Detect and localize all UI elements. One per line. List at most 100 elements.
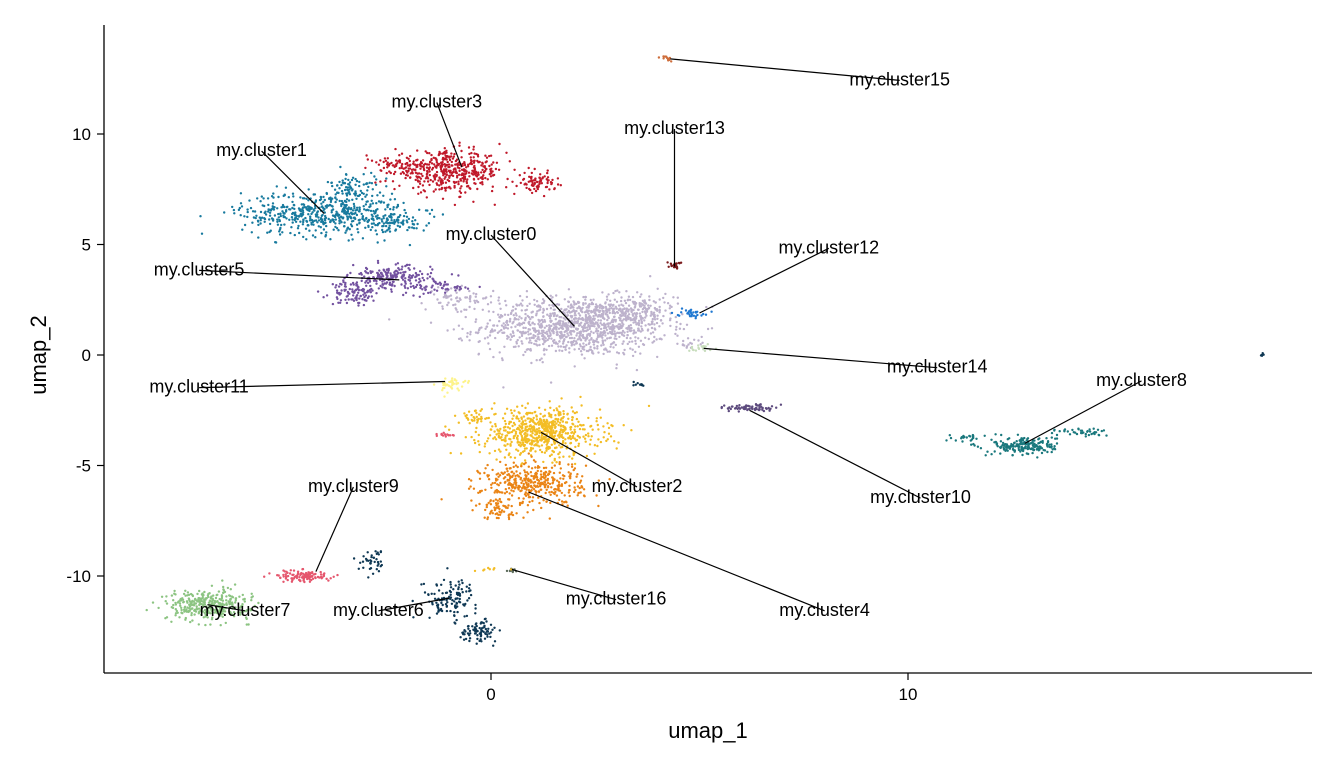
my-cluster0-point — [569, 296, 572, 299]
my-cluster0-point — [535, 305, 539, 308]
my-cluster8-point — [1058, 430, 1061, 433]
my-cluster0-point — [488, 347, 492, 351]
my-cluster1-point — [372, 222, 375, 225]
my-cluster3-point — [430, 153, 433, 157]
my-cluster1-point — [366, 189, 369, 192]
my-cluster5-point — [406, 287, 410, 290]
my-cluster0-point — [544, 337, 547, 340]
my-cluster0-point — [606, 337, 609, 340]
my-cluster4-point — [574, 488, 577, 492]
my-cluster8-point — [1011, 454, 1014, 457]
my-cluster0-point — [587, 324, 591, 328]
my-cluster3-point — [399, 172, 403, 175]
my-cluster1-point — [385, 177, 388, 180]
my-cluster1-point — [330, 211, 333, 214]
my-cluster3-point — [428, 152, 431, 155]
my-cluster0-point — [537, 329, 540, 332]
my-cluster3-point — [382, 166, 386, 170]
my-cluster5-point — [444, 288, 447, 291]
my-cluster0-point — [595, 305, 599, 308]
my-cluster0-point — [588, 348, 591, 351]
my-cluster2-point — [495, 458, 498, 461]
my-cluster1-point — [334, 193, 337, 196]
my-cluster1-point — [287, 196, 290, 199]
my-cluster2-point — [483, 445, 486, 448]
my-cluster1-point — [412, 227, 416, 230]
my-cluster2-point — [551, 461, 554, 464]
my-cluster2-point — [617, 441, 620, 444]
my-cluster5-point — [349, 283, 353, 286]
my-cluster6-point — [366, 551, 369, 554]
my-cluster0-point — [528, 341, 531, 344]
my-cluster0-point — [630, 326, 633, 330]
my-cluster0-point — [706, 327, 710, 331]
my-cluster0-point — [585, 306, 588, 309]
my-cluster6-point — [448, 589, 452, 593]
my-cluster5-point — [398, 268, 401, 271]
my-cluster4-point — [576, 494, 579, 497]
my-cluster3-point — [408, 159, 411, 163]
my-cluster8-point — [1003, 447, 1006, 450]
my-cluster2-point — [578, 427, 582, 431]
my-cluster6-point — [467, 597, 471, 600]
my-cluster1-point — [302, 220, 305, 224]
my-cluster3-point — [472, 161, 476, 164]
my-cluster8-point — [1105, 434, 1108, 437]
my-cluster0-point — [562, 345, 565, 349]
my-cluster1-point — [342, 225, 346, 228]
my-cluster0-point — [454, 303, 457, 306]
my-cluster1-point — [371, 226, 374, 229]
my-cluster3-point — [472, 156, 475, 159]
my-cluster3-point — [551, 178, 554, 182]
my-cluster6-point — [379, 560, 382, 563]
my-cluster0-point — [658, 311, 661, 314]
my-cluster0-point — [582, 329, 586, 333]
my-cluster4-point — [490, 509, 493, 512]
my-cluster5-point — [370, 295, 373, 298]
my-cluster4-point — [522, 516, 525, 519]
my-cluster2-point — [523, 437, 526, 440]
my-cluster1-point — [340, 221, 343, 224]
my-cluster0-point — [483, 337, 487, 340]
my-cluster0-point — [602, 311, 605, 314]
my-cluster2-point — [613, 440, 616, 443]
my-cluster2-point — [562, 455, 565, 458]
my-cluster0-point — [477, 340, 480, 344]
my-cluster0-point — [690, 342, 693, 345]
my-cluster1-point — [277, 195, 280, 199]
my-cluster0-point — [542, 342, 545, 346]
my-cluster1-point — [323, 217, 327, 220]
my-cluster1-point — [393, 213, 396, 216]
my-cluster7-point — [209, 623, 212, 626]
my-cluster3-point — [458, 190, 461, 193]
my-cluster4-point — [504, 488, 507, 491]
my-cluster0-point — [507, 313, 510, 317]
my-cluster1-point — [411, 220, 414, 223]
my-cluster4-point — [486, 516, 490, 519]
my-cluster3-point — [457, 180, 460, 183]
my-cluster2-point — [599, 440, 603, 444]
my-cluster0-point — [595, 338, 598, 341]
my-cluster3-point — [478, 160, 481, 164]
my-cluster1-point — [356, 227, 359, 231]
my-cluster6-point — [458, 597, 461, 601]
my-cluster0-point — [498, 351, 501, 354]
my-cluster4-point — [568, 484, 571, 487]
my-cluster0-point — [602, 352, 605, 356]
my-cluster0-point — [628, 340, 631, 344]
my-cluster1-point — [326, 180, 330, 184]
my-cluster3-point — [553, 187, 556, 191]
my-cluster0-point — [510, 309, 514, 312]
my-cluster4-point — [566, 504, 569, 507]
my-cluster3-point — [380, 169, 383, 172]
my-cluster1-point — [259, 200, 262, 203]
my-cluster9-point — [308, 580, 312, 583]
my-cluster0-point — [548, 329, 551, 332]
my-cluster0-point — [589, 316, 592, 319]
my-cluster8-point — [1016, 433, 1020, 436]
my-cluster1-point — [292, 203, 295, 207]
my-cluster0-point — [584, 313, 588, 317]
my-cluster5-point — [343, 289, 346, 292]
my-cluster0-point — [621, 308, 625, 311]
my-cluster2-point — [501, 433, 504, 436]
